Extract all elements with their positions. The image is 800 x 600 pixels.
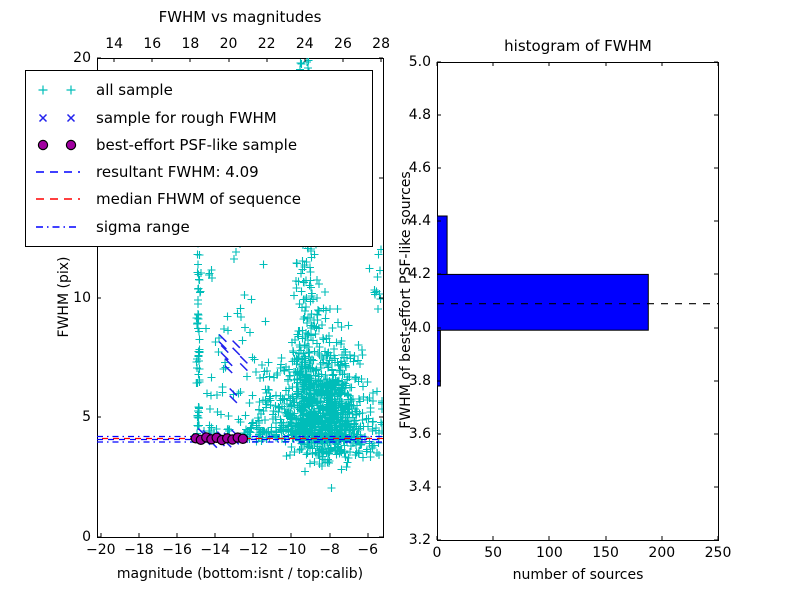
histogram-title: histogram of FWHM bbox=[504, 37, 652, 55]
legend-item-label: sigma range bbox=[96, 217, 190, 236]
scatter-x-tick-label: −12 bbox=[238, 542, 269, 558]
axis-ticks bbox=[97, 57, 719, 541]
scatter-x-tick-label: −8 bbox=[319, 542, 340, 558]
hist-x-tick-label: 100 bbox=[536, 545, 563, 561]
hist-y-tick-label: 4.4 bbox=[408, 213, 431, 230]
hist-x-tick-label: 250 bbox=[704, 545, 732, 561]
scatter-y-tick-label: 5 bbox=[82, 409, 91, 426]
hist-y-tick-label: 4.8 bbox=[408, 107, 431, 124]
scatter-plot-area bbox=[97, 58, 383, 492]
scatter-x-tick-label: −14 bbox=[200, 542, 230, 558]
scatter-y-tick-label: 10 bbox=[73, 289, 91, 306]
hist-x-tick-label: 150 bbox=[592, 545, 619, 561]
legend-item-resultant: resultant FWHM: 4.09 bbox=[26, 161, 372, 183]
scatter-top-tick-label: 14 bbox=[105, 36, 124, 52]
legend-item-sigma: sigma range bbox=[26, 216, 372, 238]
legend-item-psf: best-effort PSF-like sample bbox=[26, 134, 372, 156]
median-marker-icon bbox=[36, 198, 80, 201]
legend-item-all: all sample bbox=[26, 79, 372, 101]
legend-item-label: sample for rough FWHM bbox=[96, 108, 277, 127]
scatter-x-tick-label: −18 bbox=[124, 542, 154, 558]
scatter-top-tick-label: 28 bbox=[372, 36, 390, 52]
plus-glyph bbox=[38, 85, 76, 95]
hist-y-tick-label: 4.2 bbox=[408, 266, 431, 283]
histogram-plot-area bbox=[437, 215, 718, 387]
scatter-top-tick-label: 24 bbox=[295, 36, 314, 52]
scatter-xlabel: magnitude (bottom:isnt / top:calib) bbox=[116, 566, 364, 582]
scatter-x-tick-label: −20 bbox=[86, 542, 116, 558]
histogram-bar bbox=[437, 329, 441, 387]
hist-y-tick-label: 3.2 bbox=[408, 532, 431, 548]
scatter-x-tick-label: −10 bbox=[276, 542, 307, 558]
legend-item-rough: sample for rough FWHM bbox=[26, 107, 372, 129]
sigma-marker-icon bbox=[36, 225, 80, 228]
psf-like-point bbox=[237, 433, 249, 444]
hist-y-tick-label: 5.0 bbox=[408, 54, 431, 70]
rough-marker-icon bbox=[38, 113, 76, 122]
hist-y-tick-label: 3.4 bbox=[408, 478, 431, 495]
hist-y-tick-label: 4.0 bbox=[408, 319, 431, 336]
histogram-bar bbox=[437, 273, 649, 331]
hist-y-tick-label: 3.6 bbox=[408, 425, 431, 442]
scatter-top-tick-label: 16 bbox=[143, 36, 162, 52]
psf-marker-icon bbox=[37, 139, 77, 151]
x-glyph bbox=[38, 113, 76, 122]
scatter-y-tick-label: 20 bbox=[73, 50, 91, 66]
scatter-top-tick-label: 26 bbox=[334, 36, 352, 52]
all-marker-icon bbox=[38, 85, 76, 95]
hist-x-tick-label: 50 bbox=[484, 545, 503, 561]
scatter-y-tick-label: 0 bbox=[82, 529, 91, 545]
scatter-top-tick-label: 22 bbox=[257, 36, 276, 52]
dot-glyph bbox=[65, 139, 77, 151]
legend-item-label: best-effort PSF-like sample bbox=[96, 135, 298, 154]
legend-item-label: median FHWM of sequence bbox=[96, 190, 301, 209]
scatter-x-tick-label: −6 bbox=[357, 542, 379, 558]
legend: all sample sample for rough FWHM best-effo… bbox=[25, 70, 373, 247]
histogram-xlabel: number of sources bbox=[512, 567, 644, 583]
scatter-top-tick-label: 20 bbox=[219, 36, 238, 52]
histogram-bar bbox=[437, 215, 448, 275]
hist-y-tick-label: 4.6 bbox=[408, 160, 431, 177]
resultant-marker-icon bbox=[36, 171, 80, 173]
hist-x-tick-label: 200 bbox=[648, 545, 676, 561]
scatter-top-tick-label: 18 bbox=[181, 36, 200, 52]
scatter-title: FWHM vs magnitudes bbox=[158, 8, 322, 26]
hist-x-tick-label: 0 bbox=[432, 545, 442, 561]
legend-item-median: median FHWM of sequence bbox=[26, 188, 372, 210]
histogram-ylabel: FWHM of best-effort PSF-like sources bbox=[398, 171, 414, 429]
legend-item-label: all sample bbox=[96, 81, 173, 100]
hist-y-tick-label: 3.8 bbox=[408, 372, 431, 389]
all-sample-scatter bbox=[192, 58, 383, 492]
dot-glyph bbox=[37, 139, 49, 151]
legend-item-label: resultant FWHM: 4.09 bbox=[96, 163, 259, 182]
scatter-x-tick-label: −16 bbox=[162, 542, 192, 558]
